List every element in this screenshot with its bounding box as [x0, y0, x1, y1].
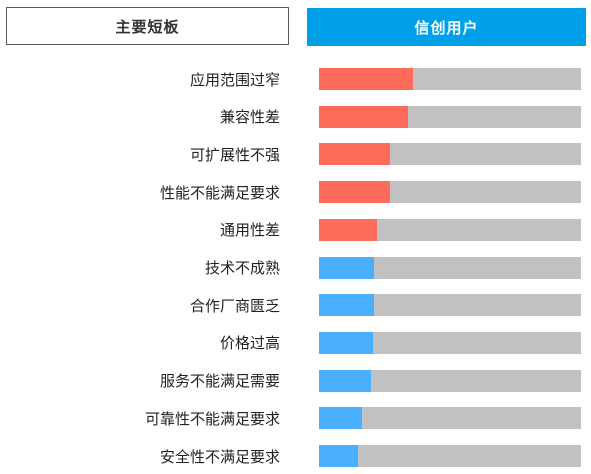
row-label: 价格过高	[219, 334, 280, 353]
bar-fill	[319, 143, 390, 166]
row-label: 服务不能满足需要	[159, 372, 280, 391]
bar-track	[319, 256, 581, 279]
row-label: 合作厂商匮乏	[189, 296, 280, 315]
bar-fill	[319, 331, 373, 354]
row-label: 应用范围过窄	[189, 70, 280, 89]
bar-fill	[319, 445, 359, 467]
row-label: 可扩展性不强	[189, 145, 280, 164]
row-label: 安全性不满足要求	[159, 447, 280, 466]
bar-fill	[319, 369, 372, 392]
bar-fill	[319, 105, 409, 128]
bar-track	[319, 369, 581, 392]
bar-track	[319, 445, 581, 467]
bar-track	[319, 294, 581, 317]
bar-fill	[319, 181, 390, 204]
bar-track	[319, 407, 581, 430]
row-label: 通用性差	[219, 221, 280, 240]
bar-fill	[319, 294, 375, 317]
bar-track	[319, 218, 581, 241]
bar-fill	[319, 407, 363, 430]
bar-fill	[319, 218, 377, 241]
header-left-box: 主要短板	[6, 7, 289, 45]
row-label: 可靠性不能满足要求	[144, 409, 280, 428]
bar-track	[319, 68, 581, 90]
header-right-box: 信创用户	[307, 8, 586, 46]
header-right-title: 信创用户	[414, 18, 479, 37]
bar-fill	[319, 256, 375, 279]
bar-track	[319, 331, 581, 354]
row-label: 技术不成熟	[204, 259, 280, 277]
header-left-title: 主要短板	[115, 17, 180, 36]
bar-track	[319, 181, 581, 204]
row-label: 性能不能满足要求	[159, 183, 280, 202]
row-label: 兼容性差	[219, 108, 280, 127]
bar-track	[319, 143, 581, 166]
bar-track	[319, 105, 581, 128]
bar-fill	[319, 68, 414, 90]
